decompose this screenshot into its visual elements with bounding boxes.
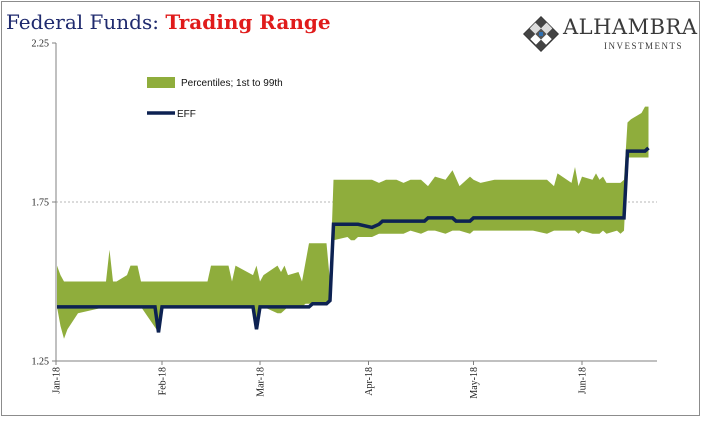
x-tick-label: May-18 <box>469 367 480 399</box>
legend-label-eff: EFF <box>177 109 196 120</box>
alhambra-logo: ALHAMBRA INVESTMENTS <box>522 14 697 56</box>
logo-name: ALHAMBRA <box>563 15 698 39</box>
legend-label-band: Percentiles; 1st to 99th <box>181 78 283 89</box>
x-tick-label: Apr-18 <box>364 367 375 396</box>
y-tick-label: 2.25 <box>32 39 50 50</box>
y-tick-label: 1.25 <box>32 357 50 368</box>
title-part-1: Federal Funds: <box>6 10 159 34</box>
x-tick-label: Jun-18 <box>578 367 589 394</box>
eff-line <box>57 146 650 333</box>
logo-subtitle: INVESTMENTS <box>604 41 683 51</box>
y-tick-label: 1.75 <box>32 198 50 209</box>
x-tick-label: Mar-18 <box>256 367 267 397</box>
diamond-lattice-logo-icon <box>522 15 560 53</box>
legend-swatch-band <box>147 77 175 88</box>
chart-title: Federal Funds: Trading Range <box>6 10 331 34</box>
x-tick-label: Feb-18 <box>158 367 169 395</box>
title-part-2: Trading Range <box>165 10 331 34</box>
x-tick-label: Jan-18 <box>52 367 63 394</box>
